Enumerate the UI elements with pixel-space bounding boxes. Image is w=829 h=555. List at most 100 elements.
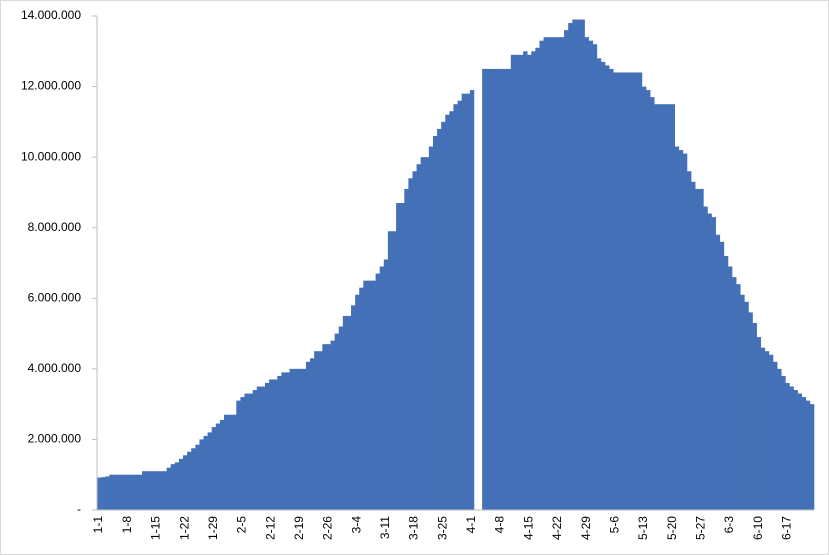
bar [363,280,368,510]
bar [535,47,540,510]
bar [658,104,663,510]
y-tick-label: 2.000.000 [28,432,82,446]
x-tick-label: 2-26 [321,516,335,540]
bar [310,358,315,510]
bar [510,54,516,511]
bar [232,414,237,510]
bar [609,68,614,510]
bar [465,93,471,510]
bar [297,368,303,510]
x-tick-label: 2-19 [292,516,306,540]
bar [432,135,438,510]
x-tick-label: 6-17 [780,516,794,540]
bar [129,474,135,510]
bar [105,476,110,510]
x-tick-label: 1-22 [177,516,191,540]
bar [727,266,733,510]
x-tick-label: 1-1 [91,516,105,534]
x-tick-label: 2-5 [235,516,249,534]
bar [744,301,749,510]
x-tick-label: 5-6 [607,516,621,534]
bar [285,372,290,510]
bar [314,351,319,510]
bar [564,30,569,510]
bar [146,471,151,510]
bar [322,344,327,510]
bar [621,72,626,510]
y-tick-label: 6.000.000 [28,290,82,304]
y-tick-label: - [77,502,81,516]
bar [441,121,446,510]
bar [576,19,581,511]
bar [346,315,352,510]
bar [224,414,229,510]
bar [662,104,667,510]
bar [461,93,467,510]
bar [154,471,159,510]
y-tick-label: 4.000.000 [28,361,82,375]
bar [682,153,688,510]
x-tick-label: 5-27 [694,516,708,540]
x-tick-label: 5-13 [636,516,650,540]
bar [773,361,778,510]
bar [666,104,671,510]
x-tick-label: 3-4 [349,516,363,534]
bar [785,382,790,510]
bar [240,397,245,510]
bar [559,37,565,511]
bar [396,203,401,510]
bar [699,188,704,510]
bar [629,72,635,510]
bar [654,104,659,510]
bar [650,97,655,511]
bar [715,234,721,510]
bar [600,61,606,510]
bar [326,344,331,510]
bar [494,68,499,510]
bar [150,471,155,510]
x-tick-label: 6-10 [751,516,765,540]
bar [264,382,270,510]
bar [498,68,503,510]
bar [506,68,512,510]
x-tick-label: 1-8 [120,516,134,534]
bar [551,37,557,511]
bar [760,347,766,510]
bar [789,386,794,510]
bar [531,51,536,511]
bar [686,171,692,510]
bar [703,206,708,511]
bar [502,68,508,510]
bar [162,471,167,510]
bar [568,23,573,511]
bar [273,379,278,510]
bar [301,368,307,510]
bar [781,375,786,510]
bar [318,351,323,510]
bar [547,37,553,511]
y-tick-label: 10.000.000 [21,149,81,163]
bar [281,372,286,510]
bar [428,146,434,511]
bar [625,72,630,510]
bar [437,128,442,510]
bar [420,157,426,510]
bar [133,474,139,510]
bar [330,340,335,510]
bar [203,435,208,510]
bar [125,474,131,510]
bar [490,68,495,510]
x-tick-label: 3-18 [407,516,421,540]
bar [719,241,725,511]
bar [453,104,458,510]
bar [740,294,745,510]
bar [797,393,803,510]
bar [305,361,311,510]
bar [183,455,188,510]
bar [207,432,213,510]
bar [391,231,397,510]
bar [764,351,770,510]
bar [191,448,196,510]
bar [723,255,729,510]
bar [137,474,143,510]
